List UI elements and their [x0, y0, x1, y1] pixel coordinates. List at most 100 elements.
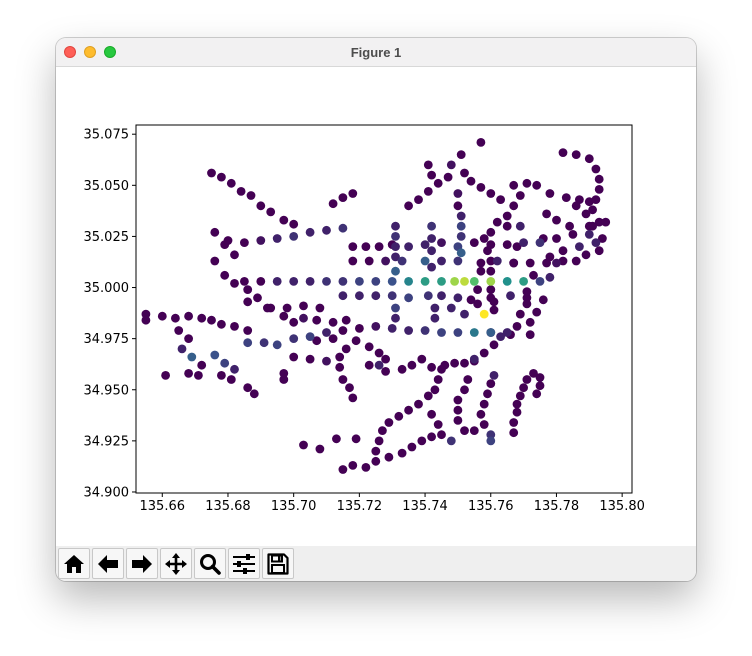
scatter-point: [427, 432, 436, 442]
scatter-point: [542, 209, 551, 219]
configure-subplots-button[interactable]: [228, 548, 260, 579]
scatter-point: [486, 256, 496, 266]
scatter-point: [289, 219, 299, 229]
scatter-point: [519, 383, 528, 393]
scatter-point: [210, 256, 220, 266]
window-title: Figure 1: [350, 45, 402, 60]
scatter-point: [322, 356, 331, 366]
scatter-point: [289, 334, 299, 343]
scatter-point: [404, 405, 413, 415]
scatter-point: [453, 201, 463, 211]
scatter-point: [315, 303, 325, 313]
scatter-point: [345, 383, 354, 393]
title-bar[interactable]: Figure 1: [56, 38, 696, 67]
scatter-point: [453, 328, 463, 337]
scatter-point: [210, 350, 220, 360]
scatter-point: [584, 197, 594, 207]
x-tick-label: 135.76: [468, 499, 514, 514]
figure-canvas[interactable]: 135.66 135.68 135.70 135.72 135.74 135.76 135.…: [56, 67, 696, 545]
scatter-point: [515, 221, 525, 231]
scatter-point: [407, 442, 417, 452]
scatter-point: [456, 248, 466, 258]
scatter-point: [391, 266, 400, 276]
scatter-point: [522, 293, 532, 303]
back-button[interactable]: [92, 548, 124, 579]
scatter-point: [460, 426, 469, 435]
scatter-point: [515, 191, 525, 200]
scatter-point: [446, 303, 456, 313]
scatter-point: [502, 211, 512, 221]
save-button[interactable]: [262, 548, 294, 579]
scatter-point: [299, 313, 308, 323]
zoom-button[interactable]: [194, 548, 226, 579]
scatter-point: [581, 250, 591, 260]
scatter-point: [522, 299, 532, 309]
scatter-point: [341, 315, 351, 325]
scatter-point: [351, 434, 361, 444]
scatter-point: [355, 324, 364, 333]
scatter-point: [427, 409, 436, 419]
y-tick-label: 34.925: [84, 434, 130, 449]
scatter-point: [427, 234, 436, 243]
x-tick-label: 135.74: [402, 499, 448, 514]
scatter-point: [437, 238, 446, 248]
scatter-point: [509, 258, 519, 268]
scatter-point: [437, 430, 446, 440]
scatter-point: [364, 342, 374, 352]
scatter-point: [348, 189, 358, 198]
scatter-point: [552, 258, 561, 268]
scatter-point: [502, 221, 512, 231]
zoom-window-button[interactable]: [104, 46, 116, 58]
scatter-point: [535, 373, 545, 382]
scatter-point: [348, 256, 358, 266]
scatter-point: [315, 444, 325, 454]
scatter-point: [476, 409, 486, 419]
scatter-point: [469, 277, 479, 286]
scatter-point: [446, 160, 456, 170]
scatter-point: [437, 328, 446, 337]
scatter-point: [476, 258, 486, 268]
scatter-point: [279, 311, 289, 321]
scatter-point: [535, 381, 545, 391]
scatter-point: [486, 227, 496, 237]
scatter-point: [243, 383, 253, 393]
scatter-point: [394, 411, 404, 421]
scatter-point: [226, 375, 236, 384]
close-window-button[interactable]: [64, 46, 76, 58]
y-tick-label: 35.075: [84, 128, 130, 143]
scatter-point: [430, 303, 440, 313]
scatter-point: [371, 322, 381, 331]
x-tick-label: 135.66: [140, 499, 186, 514]
scatter-point: [256, 236, 266, 245]
y-tick-label: 35.000: [84, 281, 130, 296]
scatter-point: [535, 277, 545, 286]
forward-button[interactable]: [126, 548, 158, 579]
scatter-point: [575, 242, 584, 252]
scatter-point: [246, 191, 256, 200]
scatter-point: [476, 138, 486, 147]
scatter-point: [420, 326, 430, 335]
scatter-point: [486, 266, 496, 276]
scatter-point: [328, 199, 338, 209]
scatter-point: [460, 309, 469, 319]
scatter-point: [338, 465, 348, 474]
scatter-point: [522, 178, 532, 188]
scatter-point: [469, 328, 479, 337]
pan-button[interactable]: [160, 548, 192, 579]
minimize-window-button[interactable]: [84, 46, 96, 58]
scatter-point: [522, 287, 532, 296]
scatter-point: [446, 436, 456, 446]
scatter-point: [279, 369, 289, 378]
scatter-point: [397, 448, 407, 458]
scatter-point: [532, 389, 542, 399]
scatter-point: [187, 352, 197, 362]
scatter-point: [361, 242, 371, 252]
scatter-point: [240, 277, 249, 286]
scatter-point: [581, 209, 591, 219]
scatter-point: [374, 348, 384, 358]
home-button[interactable]: [58, 548, 90, 579]
scatter-point: [502, 240, 512, 250]
scatter-point: [289, 277, 299, 286]
scatter-point: [217, 319, 226, 329]
scatter-point: [473, 299, 482, 309]
